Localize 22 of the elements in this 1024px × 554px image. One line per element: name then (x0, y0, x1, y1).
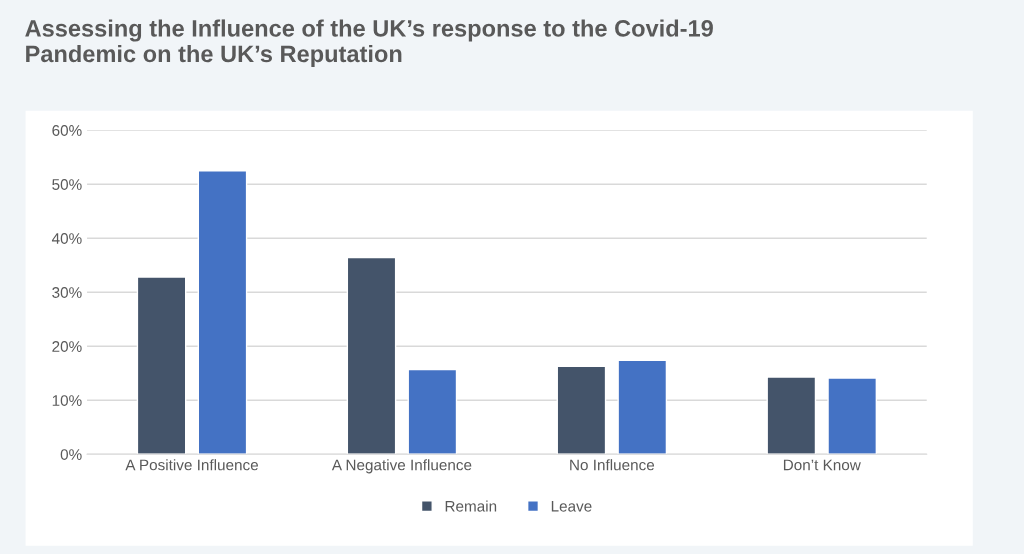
y-tick-label: 30% (52, 287, 82, 298)
y-tick-label: 50% (52, 179, 82, 190)
x-tick-label: A Negative Influence (331, 459, 472, 474)
bar (827, 377, 878, 455)
bar (556, 365, 607, 455)
bar (407, 368, 458, 455)
chart-title: Assessing the Influence of the UK’s response to the Covid-19 Pandemic on the UK’s Reputation (25, 19, 713, 67)
bar (346, 256, 397, 455)
x-tick-label: A Positive Influence (125, 459, 258, 471)
bar (617, 359, 668, 455)
y-tick-label: 40% (51, 233, 82, 244)
x-tick-label: No Influence (570, 459, 655, 471)
y-tick-label: 10% (52, 395, 82, 406)
legend-label: Leave (551, 501, 592, 512)
y-tick-label: 20% (52, 341, 82, 352)
bar (766, 376, 817, 455)
bar (136, 276, 187, 455)
y-tick-label: 60% (52, 125, 82, 136)
x-tick-label: Don’t Know (783, 459, 861, 471)
bar (197, 170, 248, 455)
legend-label: Remain (445, 500, 497, 512)
y-tick-label: 0% (60, 449, 82, 460)
